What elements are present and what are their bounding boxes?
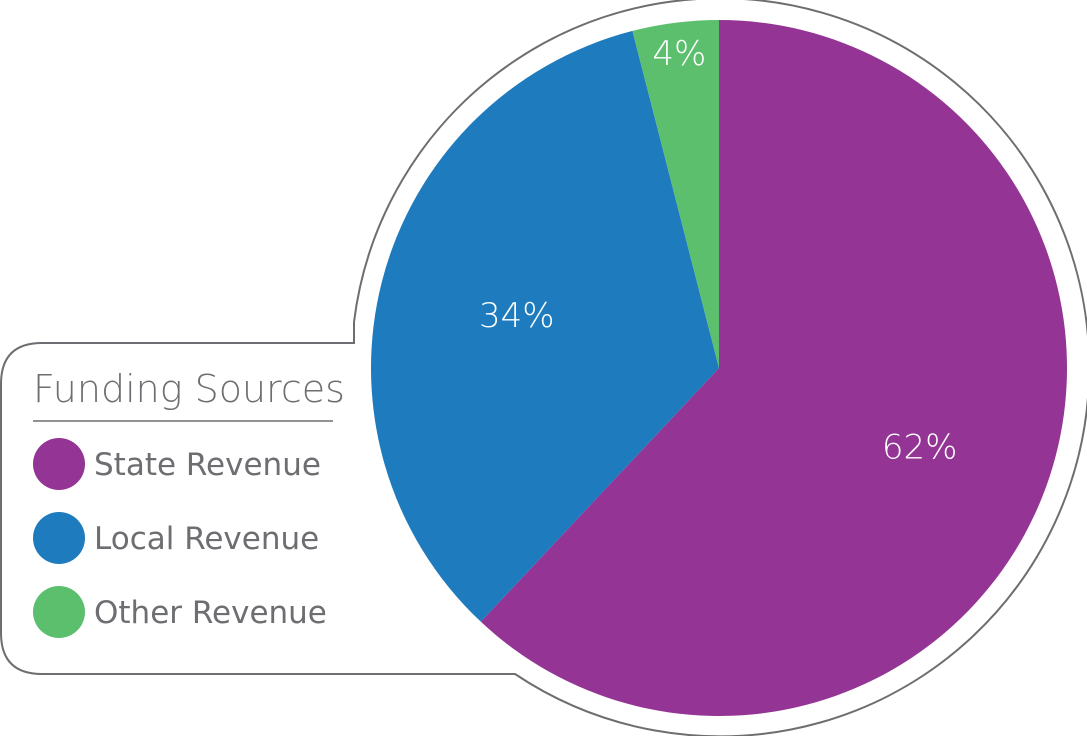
legend-label-local-revenue: Local Revenue	[94, 521, 319, 557]
legend-label-state-revenue: State Revenue	[94, 447, 321, 483]
slice-label-other-revenue: 4%	[652, 34, 706, 74]
slice-label-state-revenue: 62%	[882, 427, 958, 467]
legend-swatch-local-revenue	[33, 512, 85, 564]
legend-swatch-other-revenue	[33, 586, 85, 638]
legend-title: Funding Sources	[33, 367, 345, 411]
pie-slice-local-revenue	[371, 30, 719, 622]
pie-slice-other-revenue	[632, 20, 719, 368]
pie-slices	[371, 20, 1068, 717]
slice-label-local-revenue: 34%	[479, 296, 555, 336]
legend-label-other-revenue: Other Revenue	[94, 595, 327, 631]
pie-slice-state-revenue	[480, 20, 1068, 717]
legend-swatch-state-revenue	[33, 438, 85, 490]
pie-slice-labels: 62% 34% 4%	[479, 34, 957, 468]
